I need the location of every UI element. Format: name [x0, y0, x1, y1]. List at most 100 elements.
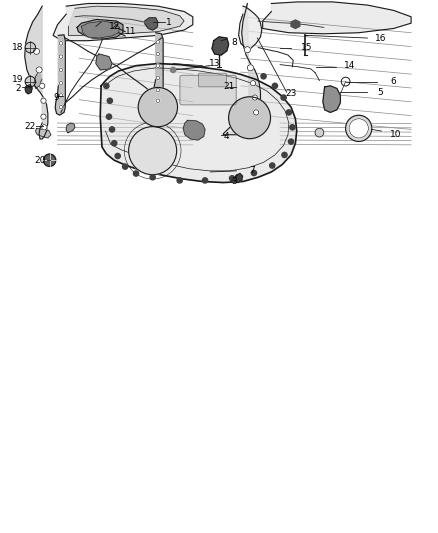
- Polygon shape: [66, 123, 75, 133]
- Circle shape: [281, 95, 286, 100]
- Circle shape: [107, 98, 113, 103]
- Text: 10: 10: [390, 130, 402, 139]
- Text: 15: 15: [300, 43, 312, 52]
- Circle shape: [59, 42, 63, 45]
- Text: 5: 5: [377, 88, 382, 96]
- Circle shape: [170, 67, 176, 72]
- Circle shape: [156, 76, 159, 79]
- Circle shape: [156, 64, 159, 67]
- Text: 12: 12: [110, 22, 121, 31]
- Text: 11: 11: [125, 27, 137, 36]
- Polygon shape: [81, 21, 120, 38]
- FancyBboxPatch shape: [180, 75, 236, 105]
- Circle shape: [315, 128, 324, 137]
- Circle shape: [42, 125, 47, 130]
- Polygon shape: [34, 71, 42, 88]
- Circle shape: [123, 164, 128, 169]
- Text: 16: 16: [375, 34, 386, 43]
- Circle shape: [112, 141, 117, 146]
- Circle shape: [230, 176, 235, 181]
- Circle shape: [282, 152, 287, 158]
- Circle shape: [36, 67, 42, 73]
- Circle shape: [251, 80, 256, 86]
- Circle shape: [270, 163, 275, 168]
- Circle shape: [349, 119, 368, 138]
- Circle shape: [138, 87, 177, 127]
- Circle shape: [156, 41, 159, 44]
- Polygon shape: [235, 174, 243, 183]
- Circle shape: [59, 106, 63, 109]
- Text: 2: 2: [15, 84, 21, 93]
- Circle shape: [110, 127, 115, 132]
- Polygon shape: [291, 20, 300, 28]
- Polygon shape: [77, 19, 123, 39]
- Circle shape: [286, 110, 291, 115]
- Circle shape: [59, 82, 63, 85]
- Text: 18: 18: [12, 43, 24, 52]
- Text: 23: 23: [285, 89, 297, 98]
- Circle shape: [134, 171, 139, 176]
- Text: 9: 9: [54, 93, 60, 102]
- Polygon shape: [100, 63, 297, 183]
- Polygon shape: [35, 128, 51, 138]
- Text: 22: 22: [25, 122, 36, 131]
- Text: 19: 19: [12, 75, 24, 84]
- Circle shape: [106, 114, 112, 119]
- Circle shape: [244, 47, 251, 53]
- Circle shape: [41, 98, 46, 103]
- Polygon shape: [68, 6, 184, 35]
- Circle shape: [115, 154, 120, 159]
- Circle shape: [41, 114, 46, 119]
- Text: 1: 1: [166, 18, 172, 27]
- Polygon shape: [25, 6, 48, 139]
- Circle shape: [261, 74, 266, 79]
- Polygon shape: [25, 85, 32, 94]
- Circle shape: [177, 178, 182, 183]
- Polygon shape: [263, 2, 411, 34]
- Circle shape: [156, 88, 159, 92]
- Polygon shape: [55, 35, 65, 115]
- Polygon shape: [183, 120, 205, 140]
- Polygon shape: [223, 124, 244, 135]
- Polygon shape: [212, 37, 229, 55]
- Polygon shape: [242, 4, 261, 130]
- Polygon shape: [96, 54, 112, 70]
- Circle shape: [25, 76, 35, 87]
- Polygon shape: [323, 86, 340, 112]
- Text: 7: 7: [249, 166, 255, 175]
- Circle shape: [247, 64, 254, 71]
- Circle shape: [254, 110, 259, 115]
- Circle shape: [59, 68, 63, 71]
- Circle shape: [33, 49, 39, 54]
- Circle shape: [150, 175, 155, 180]
- Circle shape: [346, 115, 372, 141]
- Circle shape: [288, 139, 293, 144]
- Circle shape: [156, 99, 159, 102]
- Circle shape: [202, 178, 208, 183]
- Text: 6: 6: [391, 77, 396, 86]
- Circle shape: [251, 171, 257, 175]
- Circle shape: [39, 83, 45, 88]
- Circle shape: [59, 94, 63, 97]
- Polygon shape: [239, 6, 262, 49]
- Circle shape: [129, 127, 177, 175]
- Text: 4: 4: [224, 132, 230, 141]
- Text: 3: 3: [231, 177, 237, 186]
- Text: 8: 8: [232, 38, 237, 47]
- Circle shape: [104, 83, 109, 88]
- Circle shape: [156, 52, 159, 56]
- Circle shape: [43, 154, 56, 166]
- Circle shape: [252, 95, 258, 100]
- Text: 14: 14: [344, 61, 356, 70]
- Circle shape: [59, 55, 63, 59]
- FancyBboxPatch shape: [198, 73, 226, 87]
- Polygon shape: [152, 33, 163, 106]
- Circle shape: [290, 125, 295, 130]
- Circle shape: [229, 97, 271, 139]
- Circle shape: [272, 83, 278, 88]
- Circle shape: [25, 42, 35, 53]
- Text: 20: 20: [34, 156, 46, 165]
- Text: 21: 21: [224, 83, 235, 92]
- Polygon shape: [145, 18, 158, 30]
- Text: 13: 13: [209, 59, 220, 68]
